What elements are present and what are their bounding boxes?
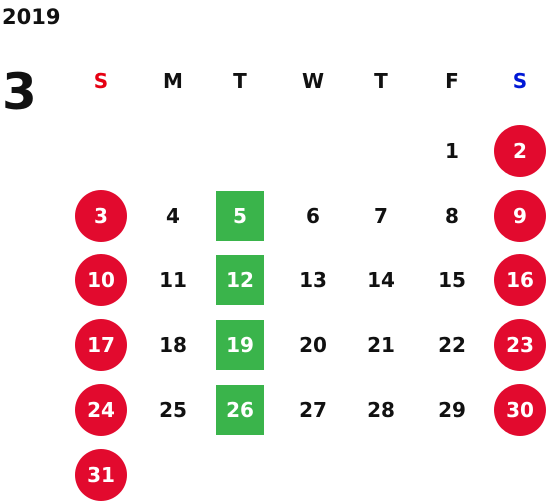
day-cell[interactable]: 28 [367, 398, 395, 422]
day-cell[interactable]: 10 [75, 254, 127, 306]
day-cell[interactable]: 2 [494, 125, 546, 177]
day-cell[interactable]: 13 [299, 268, 327, 292]
day-cell[interactable]: 12 [216, 255, 264, 305]
day-cell[interactable]: 21 [367, 333, 395, 357]
day-cell[interactable]: 9 [494, 190, 546, 242]
day-cell[interactable]: 29 [438, 398, 466, 422]
day-cell[interactable]: 26 [216, 385, 264, 435]
weekday-header-friday: F [445, 69, 459, 93]
day-cell[interactable]: 4 [166, 204, 180, 228]
day-cell[interactable]: 17 [75, 319, 127, 371]
day-cell[interactable]: 6 [306, 204, 320, 228]
day-cell[interactable]: 16 [494, 254, 546, 306]
day-cell[interactable]: 5 [216, 191, 264, 241]
weekday-header-wednesday: W [301, 69, 325, 93]
day-cell[interactable]: 7 [374, 204, 388, 228]
day-cell[interactable]: 20 [299, 333, 327, 357]
day-cell[interactable]: 31 [75, 449, 127, 501]
day-cell[interactable]: 22 [438, 333, 466, 357]
day-cell[interactable]: 18 [159, 333, 187, 357]
weekday-header-thursday: T [374, 69, 388, 93]
day-cell[interactable]: 1 [445, 139, 459, 163]
day-cell[interactable]: 30 [494, 384, 546, 436]
weekday-header-tuesday: T [233, 69, 247, 93]
day-cell[interactable]: 24 [75, 384, 127, 436]
weekday-header-saturday: S [512, 69, 528, 93]
day-cell[interactable]: 8 [445, 204, 459, 228]
weekday-header-sunday: S [93, 69, 109, 93]
day-cell[interactable]: 14 [367, 268, 395, 292]
year-label: 2019 [2, 5, 61, 29]
month-number: 3 [2, 63, 37, 121]
weekday-header-monday: M [163, 69, 183, 93]
day-cell[interactable]: 19 [216, 320, 264, 370]
day-cell[interactable]: 27 [299, 398, 327, 422]
day-cell[interactable]: 15 [438, 268, 466, 292]
day-cell[interactable]: 23 [494, 319, 546, 371]
day-cell[interactable]: 3 [75, 190, 127, 242]
day-cell[interactable]: 25 [159, 398, 187, 422]
day-cell[interactable]: 11 [159, 268, 187, 292]
